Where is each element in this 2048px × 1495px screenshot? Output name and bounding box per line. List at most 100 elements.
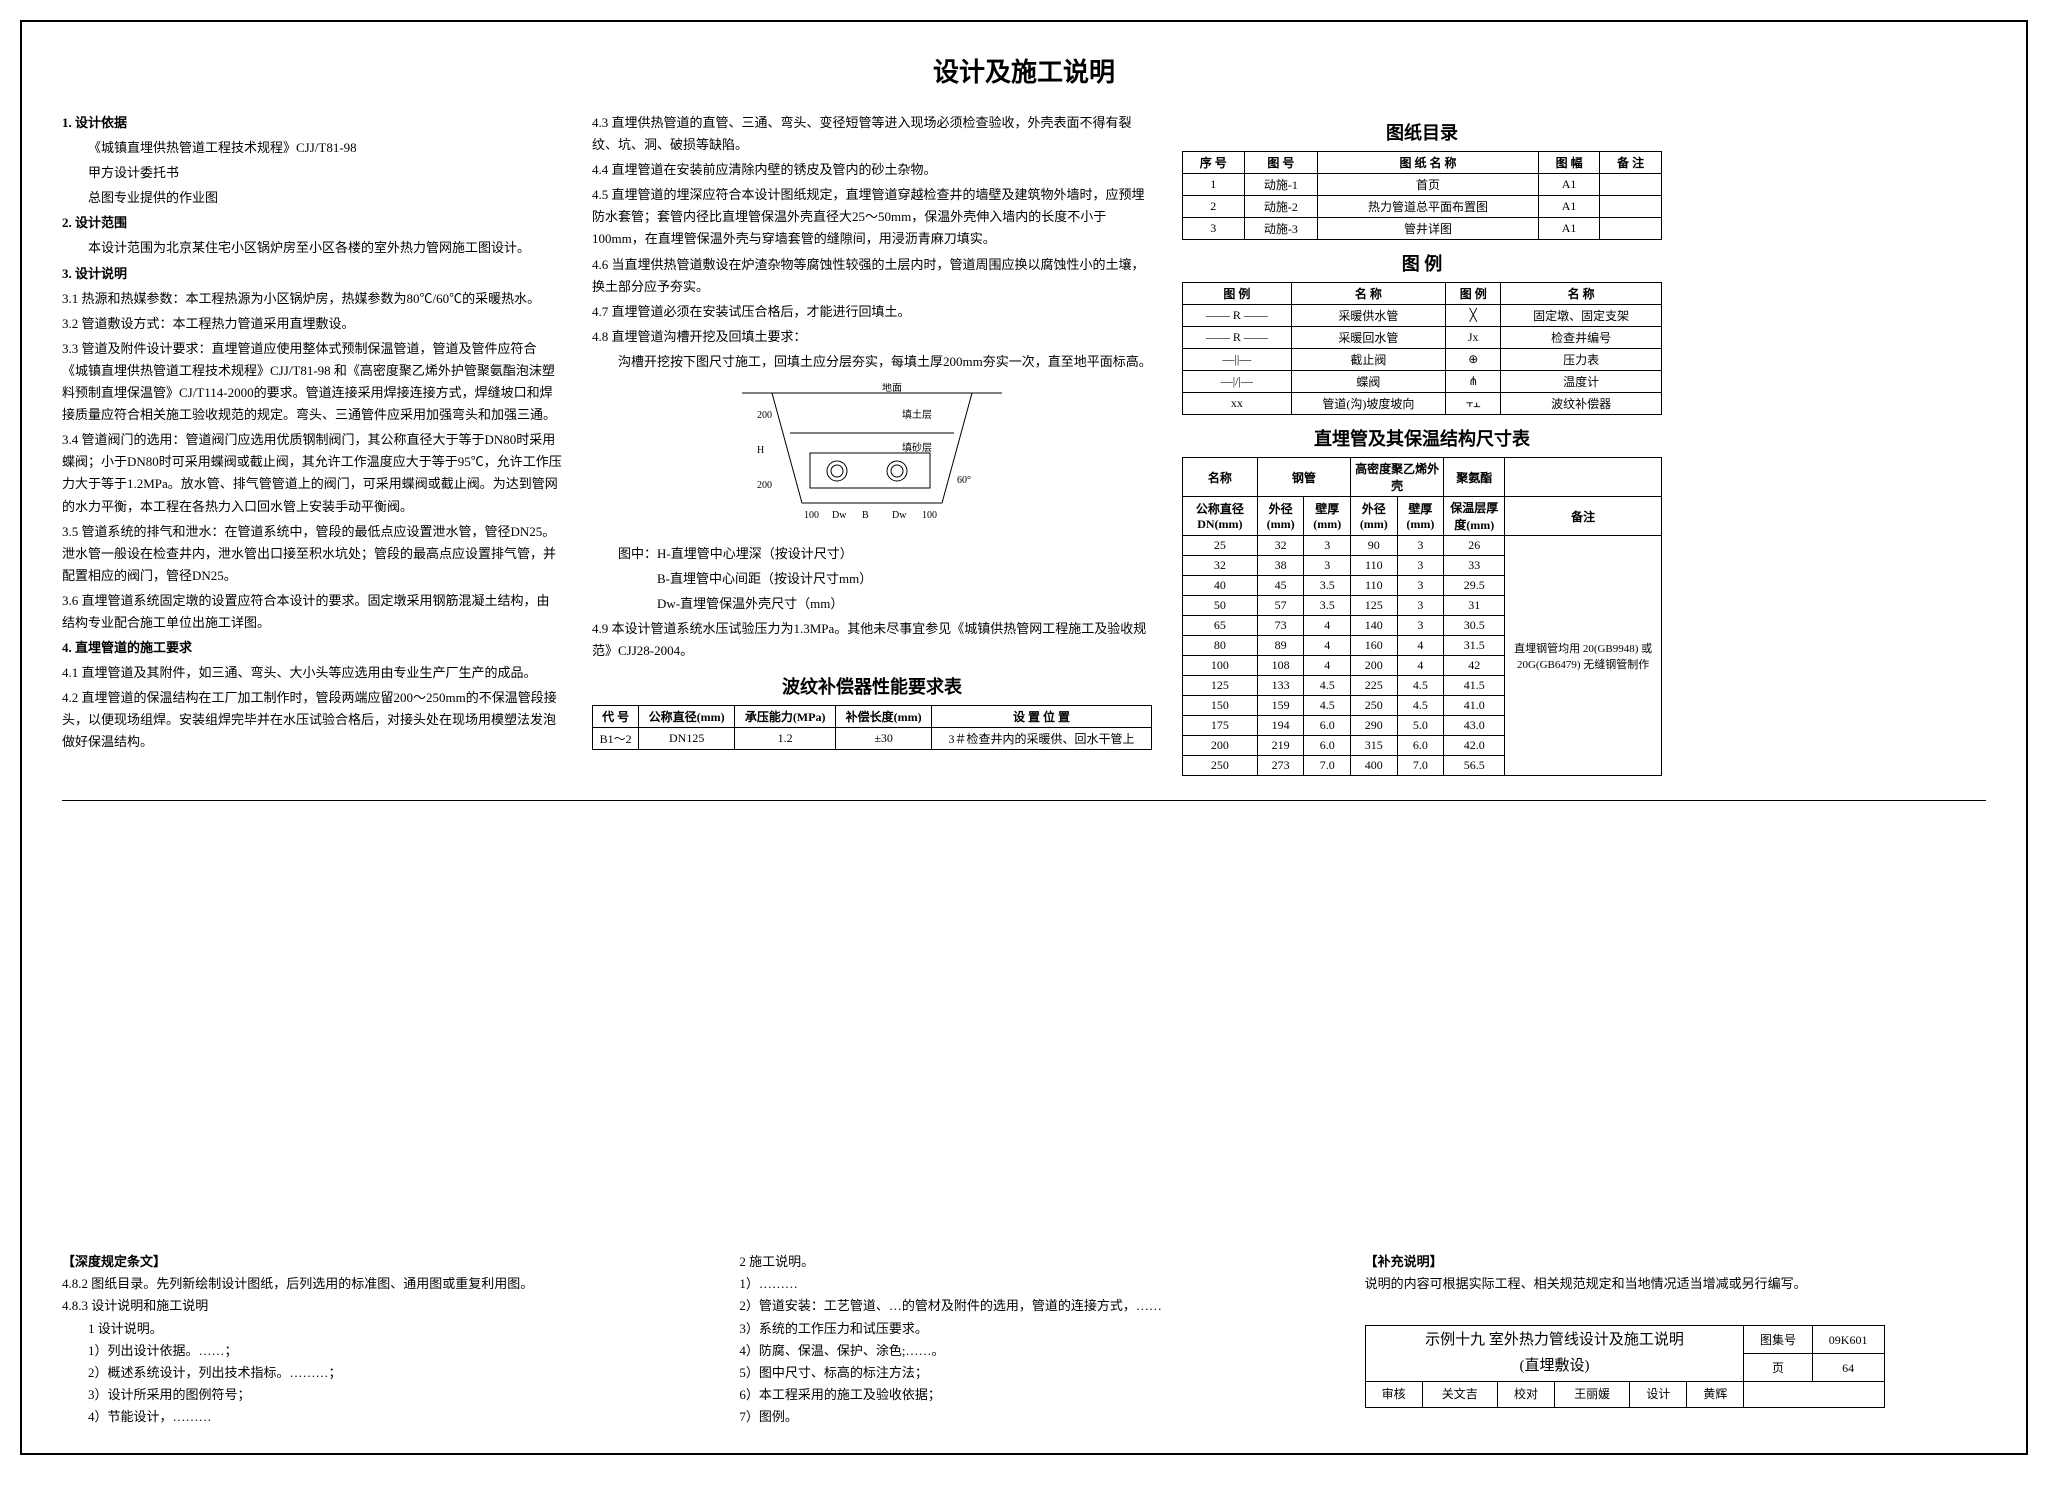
footer-line: 2）概述系统设计，列出技术指标。………； [62,1362,683,1384]
td: 3 [1397,616,1444,636]
th: 名 称 [1501,283,1662,305]
label-B: B [862,510,869,521]
td: 固定墩、固定支架 [1501,305,1662,327]
td: 4 [1397,636,1444,656]
td: 89 [1257,636,1304,656]
p: 4.7 直埋管道必须在安装试压合格后，才能进行回填土。 [592,301,1152,323]
label-200: 200 [757,410,772,421]
title-block-table: 示例十九 室外热力管线设计及施工说明 (直埋敷设) 图集号 09K601 页 6… [1365,1325,1885,1407]
td: 110 [1351,576,1398,596]
th: 外径(mm) [1257,497,1304,536]
footer-line: 1 设计说明。 [62,1318,683,1340]
footer-line: 3）系统的工作压力和试压要求。 [713,1318,1334,1340]
td: Jx [1446,327,1501,349]
td: 波纹补偿器 [1501,393,1662,415]
footer-line: 4.8.3 设计说明和施工说明 [62,1295,683,1317]
td: 3 [1397,556,1444,576]
size-title: 直埋管及其保温结构尺寸表 [1182,425,1662,451]
footer-line: 1）列出设计依据。……； [62,1340,683,1362]
footer-line: 5）图中尺寸、标高的标注方法； [713,1362,1334,1384]
content-columns: 1. 设计依据 《城镇直埋供热管道工程技术规程》CJJ/T81-98 甲方设计委… [62,109,1986,780]
column-3: 图纸目录 序 号 图 号 图 纸 名 称 图 幅 备 注 1动施-1首页A12动… [1182,109,1662,780]
compensator-table: 代 号 公称直径(mm) 承压能力(MPa) 补偿长度(mm) 设 置 位 置 … [592,705,1152,750]
td: ⊕ [1446,349,1501,371]
td: 4.5 [1397,696,1444,716]
label-60: 60° [957,475,971,486]
label-fill: 填土层 [902,408,932,421]
td: 蝶阀 [1291,371,1446,393]
th: 壁厚(mm) [1397,497,1444,536]
td: 33 [1444,556,1505,576]
divider [62,800,1986,801]
td: ±30 [836,727,932,749]
td: 29.5 [1444,576,1505,596]
p: 4.9 本设计管道系统水压试验压力为1.3MPa。其他未尽事宜参见《城镇供热管网… [592,618,1152,662]
table-row: xx管道(沟)坡度坡向⫟⫠波纹补偿器 [1183,393,1662,415]
td: 动施-1 [1244,174,1318,196]
tb-page-no: 64 [1812,1354,1884,1382]
trench-diagram: 地面 填土层 填砂层 200 H 200 100 Dw B Dw [732,383,1012,533]
td: 108 [1257,656,1304,676]
th: 名 称 [1291,283,1446,305]
td: 159 [1257,696,1304,716]
th: 备注 [1505,497,1662,536]
p: 4.1 直埋管道及其附件，如三通、弯头、大小头等应选用由专业生产厂生产的成品。 [62,662,562,684]
footer-left: 【深度规定条文】 4.8.2 图纸目录。先列新绘制设计图纸，后列选用的标准图、通… [62,1251,683,1428]
p: 沟槽开挖按下图尺寸施工，回填土应分层夯实，每填土厚200mm夯实一次，直至地平面… [592,351,1152,373]
footer-line: 4）防腐、保温、保护、涂色;……。 [713,1340,1334,1362]
table-row: —— R ——采暖回水管Jx检查井编号 [1183,327,1662,349]
td: 热力管道总平面布置图 [1318,196,1539,218]
th: 图 幅 [1538,152,1600,174]
table-row: 3动施-3管井详图A1 [1183,218,1662,240]
footer-right: 【补充说明】 说明的内容可根据实际工程、相关规范规定和当地情况适当增减或另行编写… [1365,1251,1986,1428]
column-1: 1. 设计依据 《城镇直埋供热管道工程技术规程》CJJ/T81-98 甲方设计委… [62,109,562,780]
td: 32 [1257,536,1304,556]
td: DN125 [639,727,735,749]
th: 序 号 [1183,152,1245,174]
th: 名称 [1183,458,1258,497]
td: 3 [1304,556,1351,576]
th: 聚氨酯 [1444,458,1505,497]
h4: 4. 直埋管道的施工要求 [62,637,562,659]
tb-review: 审核 [1365,1382,1422,1407]
p: 总图专业提供的作业图 [62,187,562,209]
footer-line: 3）设计所采用的图例符号； [62,1384,683,1406]
p: 《城镇直埋供热管道工程技术规程》CJJ/T81-98 [62,137,562,159]
tb-design: 设计 [1630,1382,1687,1407]
p: 3.3 管道及附件设计要求：直埋管道应使用整体式预制保温管道，管道及管件应符合《… [62,338,562,426]
label-100l: 100 [804,510,819,521]
td: 截止阀 [1291,349,1446,371]
td: ╳ [1446,305,1501,327]
table-header-row: 序 号 图 号 图 纸 名 称 图 幅 备 注 [1183,152,1662,174]
column-2: 4.3 直埋供热管道的直管、三通、弯头、变径短管等进入现场必须检查验收，外壳表面… [592,109,1152,780]
label-H: H [757,445,764,456]
td: 400 [1351,756,1398,776]
td: 3＃检查井内的采暖供、回水干管上 [932,727,1152,749]
label-sand: 填砂层 [902,441,932,454]
td: ⋔ [1446,371,1501,393]
th: 承压能力(MPa) [735,705,836,727]
th: 补偿长度(mm) [836,705,932,727]
label-ground: 地面 [882,383,902,394]
td: ⫟⫠ [1446,393,1501,415]
label-Dw: Dw [832,510,847,521]
th: 图 例 [1183,283,1292,305]
tb-check-name: 王丽媛 [1554,1382,1629,1407]
footer-heading: 【深度规定条文】 [62,1251,683,1273]
td [1600,218,1662,240]
td: 100 [1183,656,1258,676]
td: 25 [1183,536,1258,556]
td: 3 [1397,576,1444,596]
table-row: —||—截止阀⊕压力表 [1183,349,1662,371]
td: 2 [1183,196,1245,218]
page-frame: 设计及施工说明 1. 设计依据 《城镇直埋供热管道工程技术规程》CJJ/T81-… [20,20,2028,1455]
td: 3.5 [1304,576,1351,596]
td: 273 [1257,756,1304,776]
size-table: 名称 钢管 高密度聚乙烯外壳 聚氨酯 公称直径 DN(mm) 外径(mm) 壁厚… [1182,457,1662,776]
table-row: 1动施-1首页A1 [1183,174,1662,196]
td: 温度计 [1501,371,1662,393]
td: 250 [1183,756,1258,776]
td: A1 [1538,174,1600,196]
h2: 2. 设计范围 [62,212,562,234]
p: 4.8 直埋管道沟槽开挖及回填土要求： [592,326,1152,348]
